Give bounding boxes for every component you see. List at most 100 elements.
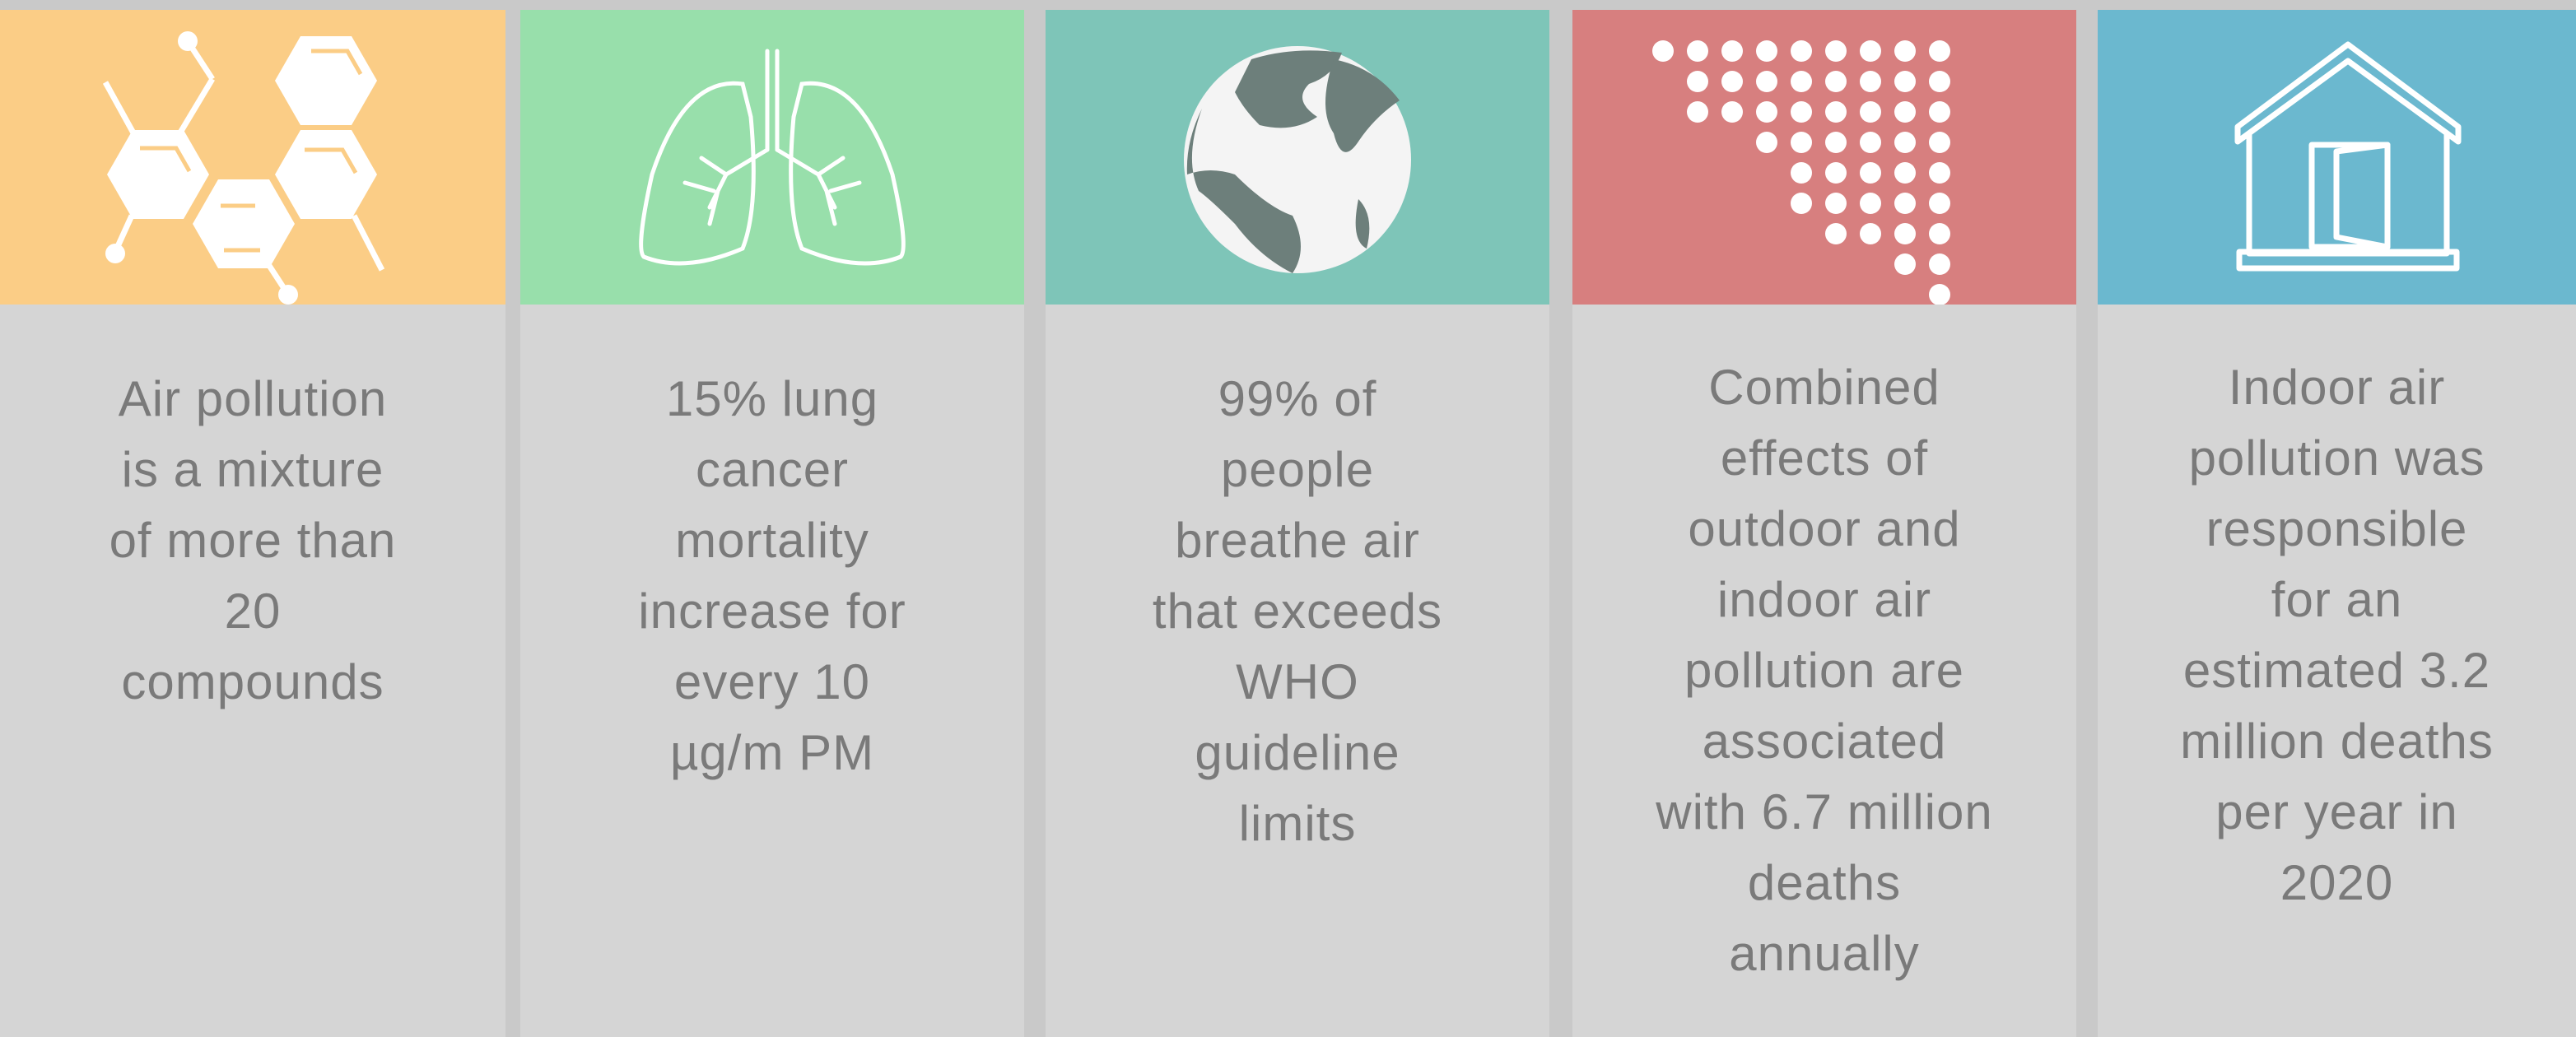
lungs-icon (639, 49, 906, 266)
dot (1825, 101, 1847, 123)
text-line: pollution was (2188, 430, 2485, 486)
house-icon (2234, 41, 2462, 272)
dot (1687, 71, 1708, 92)
card-text: Indoor air pollution was responsible for an… (2098, 352, 2576, 918)
dot (1894, 71, 1916, 92)
card: 99% of people breathe air that exceeds WHO gu… (1046, 10, 1549, 1037)
dot (1687, 101, 1708, 123)
dot (1894, 253, 1916, 275)
text-line: with 6.7 million (1656, 784, 1993, 839)
dots-icon (1652, 40, 1950, 305)
dot (1929, 253, 1950, 275)
dot (1791, 101, 1812, 123)
dot (1929, 193, 1950, 214)
dot (1721, 40, 1743, 62)
text-line: annually (1729, 926, 1920, 981)
dot (1929, 223, 1950, 244)
text-line: indoor air (1717, 572, 1932, 627)
dot (1721, 71, 1743, 92)
dot (1860, 71, 1881, 92)
text-line: Combined (1708, 360, 1940, 415)
text-line: million deaths (2180, 714, 2494, 769)
dot (1860, 101, 1881, 123)
text-line: people (1220, 442, 1375, 497)
molecule-icon (102, 31, 385, 305)
dot (1825, 162, 1847, 184)
text-line: compounds (121, 654, 384, 709)
text-line: increase for (638, 584, 906, 639)
card-header (1046, 10, 1549, 305)
card-header (1572, 10, 2076, 305)
card-header (2098, 10, 2576, 305)
dot (1652, 40, 1674, 62)
dot (1929, 162, 1950, 184)
text-line: limits (1238, 796, 1357, 851)
dot (1791, 71, 1812, 92)
card: Combined effects of outdoor and indoor air p… (1572, 10, 2076, 1037)
dot (1756, 40, 1777, 62)
dot (1894, 40, 1916, 62)
card: Indoor air pollution was responsible for an… (2098, 10, 2576, 1037)
dot (1825, 223, 1847, 244)
card: Air pollution is a mixture of more than 20 c… (0, 10, 505, 1037)
dot (1791, 40, 1812, 62)
text-line: deaths (1747, 855, 1902, 910)
dot (1825, 132, 1847, 153)
text-line: mortality (675, 513, 869, 568)
dot (1791, 162, 1812, 184)
text-line: of more than (109, 513, 397, 568)
text-line: responsible (2206, 501, 2468, 556)
card-header (0, 10, 505, 305)
dot (1756, 101, 1777, 123)
dot (1929, 284, 1950, 305)
dot (1860, 193, 1881, 214)
dot (1860, 223, 1881, 244)
text-line: breathe air (1175, 513, 1420, 568)
dot (1929, 101, 1950, 123)
card: 15% lung cancer mortality increase for every… (520, 10, 1024, 1037)
dot (1791, 193, 1812, 214)
text-line: is a mixture (121, 442, 384, 497)
text-line: Indoor air (2228, 360, 2446, 415)
dot (1791, 132, 1812, 153)
text-line: per year in (2215, 784, 2458, 839)
dot (1721, 101, 1743, 123)
dot (1929, 40, 1950, 62)
text-line: 15% lung (665, 371, 879, 426)
text-line: effects of (1720, 430, 1929, 486)
text-line: associated (1702, 714, 1947, 769)
text-line: that exceeds (1152, 584, 1443, 639)
dot (1860, 132, 1881, 153)
text-line: WHO (1236, 654, 1359, 709)
dot (1894, 101, 1916, 123)
dot (1825, 193, 1847, 214)
card-text: 99% of people breathe air that exceeds WHO gu… (1046, 364, 1549, 859)
dot (1894, 162, 1916, 184)
text-line: cancer (695, 442, 850, 497)
text-line: guideline (1195, 725, 1400, 780)
text-line: for an (2271, 572, 2403, 627)
text-line: 99% of (1218, 371, 1377, 426)
text-line: 20 (224, 584, 282, 639)
text-line: µg/m PM (669, 725, 875, 780)
dot (1894, 132, 1916, 153)
card-text: 15% lung cancer mortality increase for every… (520, 364, 1024, 788)
dot (1756, 132, 1777, 153)
card-text: Air pollution is a mixture of more than 20 c… (0, 364, 505, 718)
dot (1860, 162, 1881, 184)
dot (1894, 223, 1916, 244)
dot (1825, 40, 1847, 62)
dot (1929, 71, 1950, 92)
text-line: Air pollution (118, 371, 388, 426)
dot (1756, 71, 1777, 92)
card-header (520, 10, 1024, 305)
text-line: every 10 (673, 654, 871, 709)
dot (1825, 71, 1847, 92)
text-line: pollution are (1684, 643, 1964, 698)
text-line: 2020 (2280, 855, 2394, 910)
dot (1894, 193, 1916, 214)
text-line: estimated 3.2 (2182, 643, 2491, 698)
card-text: Combined effects of outdoor and indoor air p… (1572, 352, 2076, 989)
dot (1929, 132, 1950, 153)
